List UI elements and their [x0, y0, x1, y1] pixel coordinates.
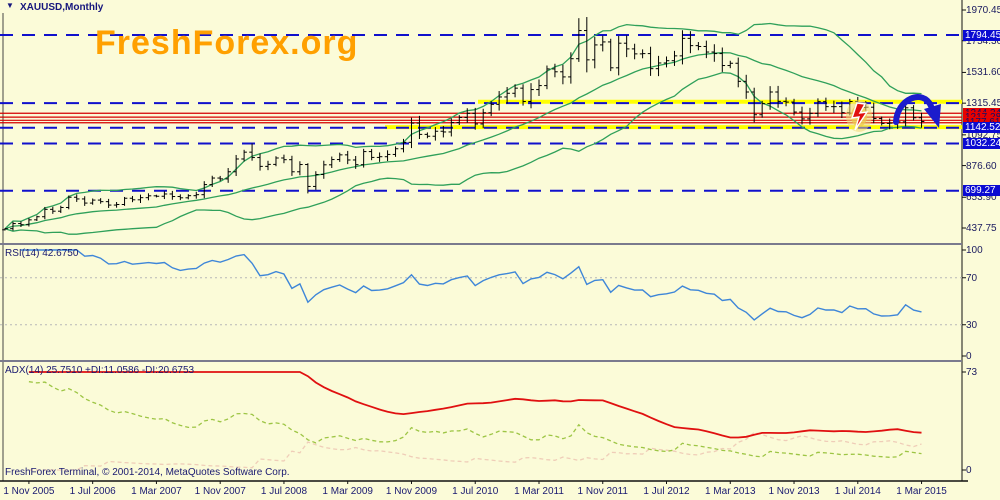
price-tick-label: 1315.45	[966, 98, 1000, 110]
time-tick-label: 1 Jul 2008	[260, 486, 308, 497]
adx-indicator-label: ADX(14) 25.7510 +DI:11.0586 -DI:20.6753	[5, 365, 195, 376]
time-tick-label: 1 Mar 2013	[704, 486, 756, 497]
price-tick-label: 1531.60	[966, 67, 1000, 79]
time-tick-label: 1 Jul 2012	[643, 486, 690, 497]
time-tick-label: 1 Mar 2011	[514, 486, 564, 497]
time-tick-label: 1 Mar 2007	[131, 486, 182, 497]
price-tick-label: 1092.75	[966, 129, 1000, 141]
time-tick-label: 1 Mar 2015	[896, 486, 947, 497]
price-badge-red: 1217.28	[963, 111, 1000, 123]
price-badge-blue: 1142.52	[963, 122, 1000, 134]
price-tick-label: 1754.30	[966, 35, 1000, 47]
rsi-tick-label: 0	[966, 351, 972, 362]
rsi-tick-label: 30	[966, 319, 978, 331]
time-tick-label: 1 Nov 2011	[577, 486, 628, 497]
price-tick-label: 1970.45	[966, 5, 1000, 16]
time-tick-label: 1 Jul 2014	[834, 486, 881, 497]
broker-watermark: FreshForex.org	[95, 24, 359, 62]
price-tick-label: 876.60	[966, 160, 997, 172]
price-badge-blue: 699.27	[963, 185, 1000, 197]
time-tick-label: 1 Jul 2010	[452, 486, 499, 497]
rsi-tick-label: 70	[966, 272, 978, 284]
time-tick-label: 1 Nov 2013	[768, 486, 820, 497]
adx-tick-label: 0	[966, 465, 972, 476]
time-tick-label: 1 Nov 2007	[194, 486, 246, 497]
time-tick-label: 1 Nov 2009	[385, 486, 438, 497]
adx-tick-label: 73	[966, 366, 978, 378]
terminal-copyright: FreshForex Terminal, © 2001-2014, MetaQu…	[5, 467, 290, 478]
price-tick-label: 437.75	[966, 223, 997, 234]
price-tick-label: 653.90	[966, 192, 997, 204]
rsi-indicator-label: RSI(14) 42.6750	[5, 248, 79, 259]
trend-down-arrow[interactable]	[893, 94, 941, 128]
symbol-dropdown-icon[interactable]: ▼	[6, 1, 14, 10]
rsi-tick-label: 100	[966, 245, 983, 256]
sell-marker[interactable]	[846, 100, 872, 132]
time-tick-label: 1 Mar 2009	[322, 486, 373, 497]
time-tick-label: 1 Jul 2006	[69, 486, 116, 497]
price-badge-blue: 1794.45	[963, 29, 1000, 41]
time-tick-label: 1 Nov 2005	[3, 486, 55, 497]
price-badge-blue: 1032.24	[963, 137, 1000, 149]
symbol-title: XAUUSD,Monthly	[20, 2, 104, 13]
